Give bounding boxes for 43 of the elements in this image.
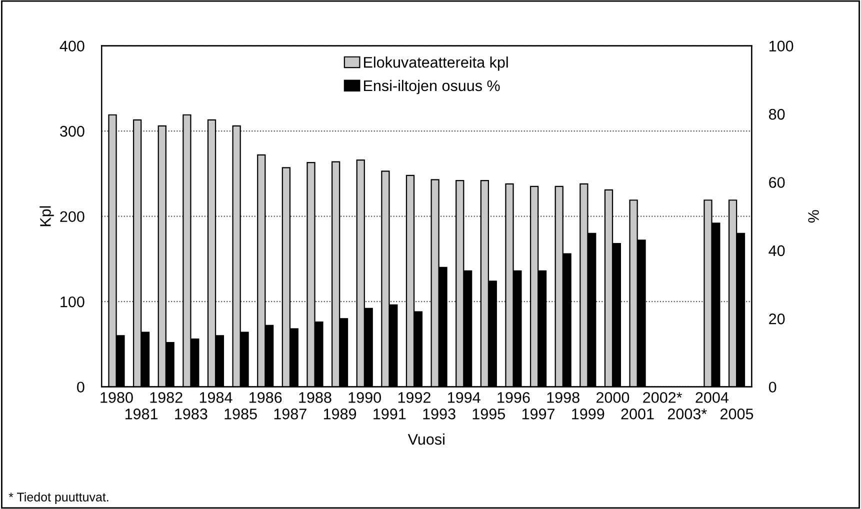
x-tick-label: 1987 xyxy=(274,408,306,420)
x-tick-label: 1985 xyxy=(224,408,257,420)
y-tick-label: 200 xyxy=(60,211,84,222)
x-tick-label: 1998 xyxy=(547,392,580,403)
x-tick-label: 1992 xyxy=(398,392,430,403)
y2-tick-label: 20 xyxy=(769,314,785,324)
legend-label: Ensi-iltojen osuus % xyxy=(364,80,500,94)
x-tick-label: 1990 xyxy=(348,392,381,403)
x-tick-label: 1983 xyxy=(175,408,208,420)
x-tick-label: 2003* xyxy=(668,408,707,420)
x-tick-label: 1997 xyxy=(522,408,555,420)
text: * Tiedot puuttuvat. xyxy=(8,492,108,504)
y-tick-label: 100 xyxy=(60,296,84,308)
x-tick-label: 1993 xyxy=(423,408,456,420)
x-tick-label: 2000 xyxy=(596,392,630,403)
y-tick-label: 400 xyxy=(60,40,84,52)
x-tick-label: 1991 xyxy=(374,408,406,420)
y2-axis-title: % xyxy=(808,210,819,223)
x-tick-label: 1999 xyxy=(572,408,604,420)
x-tick-label: 1995 xyxy=(472,408,506,420)
x-tick-label: 1980 xyxy=(100,392,133,403)
x-tick-label: 2004 xyxy=(696,392,729,403)
x-tick-label: 1984 xyxy=(200,392,232,403)
x-tick-label: 1994 xyxy=(448,392,480,403)
y-tick-label: 0 xyxy=(77,382,84,393)
x-tick-label: 1982 xyxy=(150,392,182,403)
x-axis-title: Vuosi xyxy=(408,434,444,445)
y2-tick-label: 40 xyxy=(768,245,785,256)
x-tick-label: 1986 xyxy=(250,392,282,403)
x-tick-label: 2001 xyxy=(621,408,654,420)
x-tick-label: 1989 xyxy=(324,408,356,420)
y2-tick-label: 60 xyxy=(769,177,785,188)
y-tick-label: 300 xyxy=(60,126,84,137)
y2-tick-label: 0 xyxy=(768,382,776,393)
x-tick-label: 2005 xyxy=(720,408,754,420)
x-tick-label: 1996 xyxy=(498,392,530,403)
y2-tick-label: 80 xyxy=(768,108,785,120)
y2-tick-label: 100 xyxy=(769,40,794,52)
legend-label: Elokuvateattereita kpl xyxy=(364,56,508,71)
x-tick-label: 2002* xyxy=(643,392,682,403)
y-axis-title: Kpl xyxy=(40,206,54,226)
x-tick-label: 1981 xyxy=(125,408,158,420)
x-tick-label: 1988 xyxy=(299,392,332,403)
